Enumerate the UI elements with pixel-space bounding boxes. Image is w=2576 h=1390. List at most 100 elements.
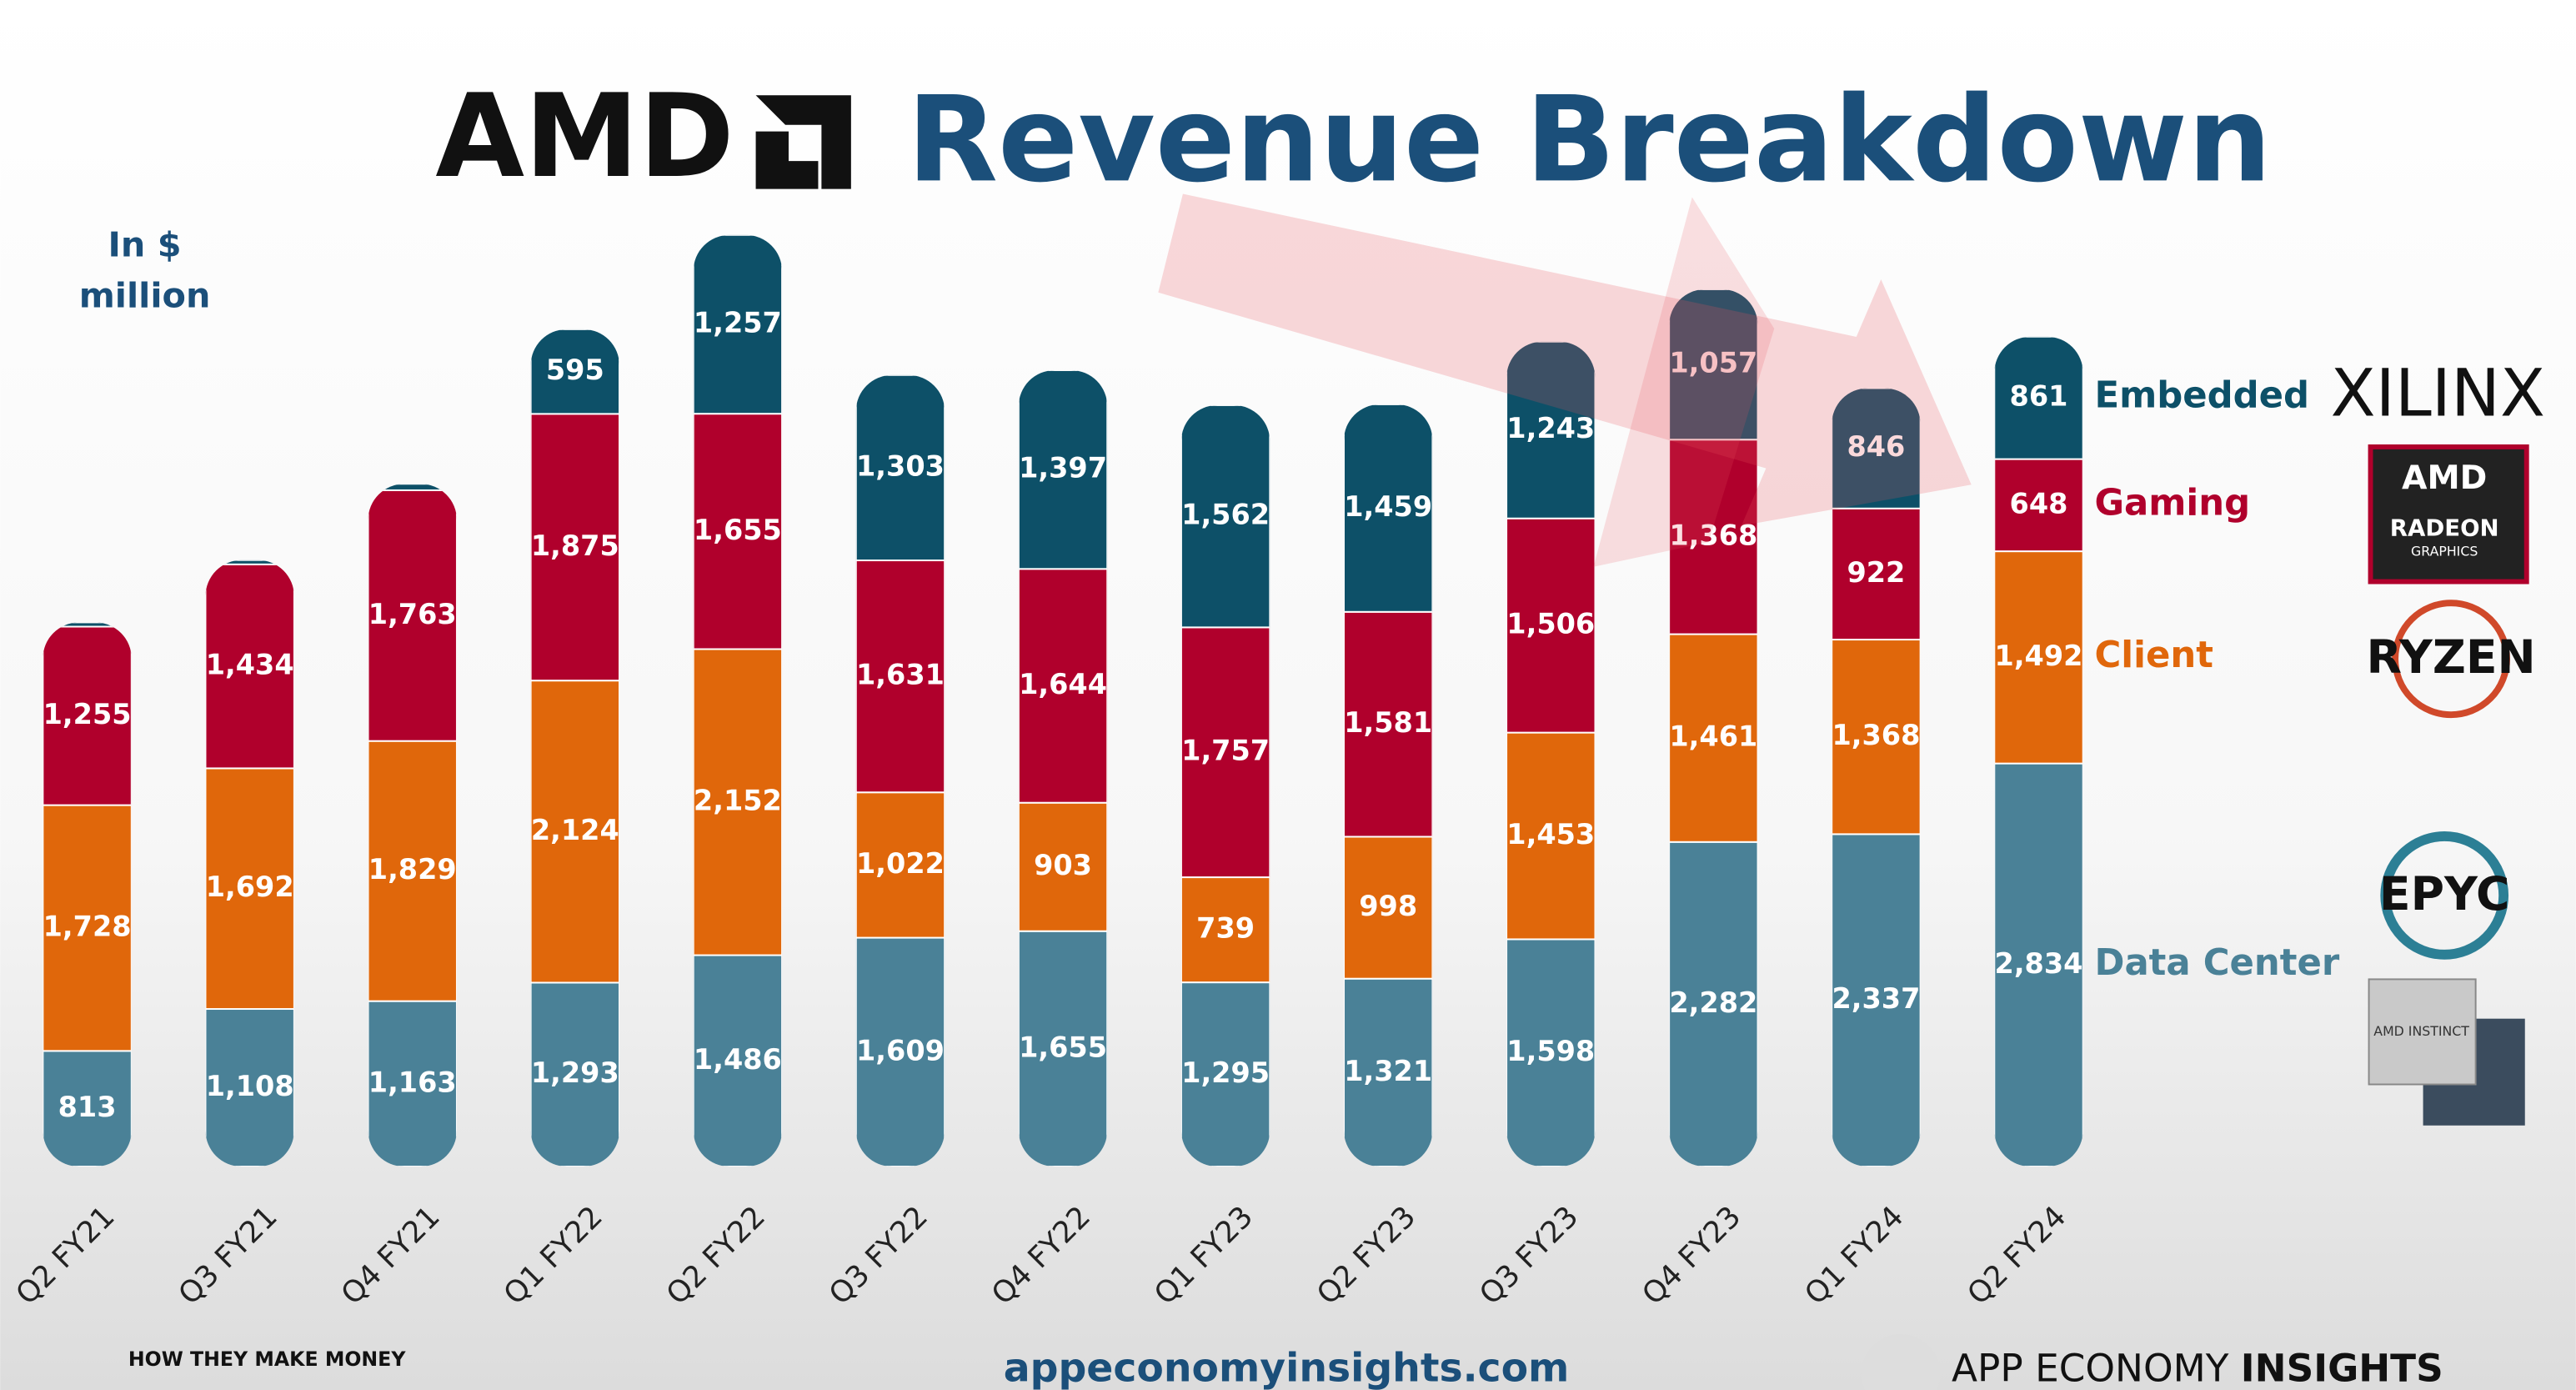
value-label: 1,303 — [856, 449, 945, 482]
bar-stack — [1669, 289, 1758, 1167]
legend-label: Gaming — [2094, 482, 2250, 524]
value-label: 1,655 — [694, 514, 782, 546]
legend-label: Embedded — [2094, 375, 2309, 417]
bar-segment — [530, 329, 620, 415]
bar-segment — [855, 374, 945, 562]
footer-right-bold: INSIGHTS — [2241, 1346, 2443, 1390]
bar-segment — [1669, 289, 1758, 441]
value-label: 1,486 — [694, 1043, 782, 1076]
value-label: 1,655 — [1019, 1031, 1107, 1063]
value-label: 1,492 — [1995, 640, 2083, 672]
bar-segment — [693, 648, 783, 956]
value-label: 861 — [2010, 380, 2068, 413]
value-label: 1,397 — [1019, 452, 1107, 484]
value-label: 846 — [1847, 430, 1905, 463]
bar-segment — [855, 936, 945, 1167]
value-label: 2,337 — [1832, 982, 1920, 1015]
bar-stack — [693, 234, 783, 1167]
value-label: 1,692 — [206, 871, 294, 903]
bar-stack — [1832, 388, 1921, 1167]
bar-stack — [1180, 404, 1270, 1167]
footer-icon — [1861, 1334, 1941, 1390]
brand: RADEON — [2390, 514, 2499, 541]
value-label: 1,609 — [856, 1034, 945, 1066]
legend-label: Client — [2094, 635, 2213, 676]
bar-stack — [1343, 404, 1433, 1167]
footer-left: HOW THEY MAKE MONEY — [128, 1347, 406, 1371]
value-label: 1,459 — [1344, 490, 1432, 523]
value-label: 1,257 — [694, 306, 782, 339]
bar-segment — [693, 234, 783, 415]
value-label: 1,598 — [1506, 1035, 1595, 1067]
bar-segment — [205, 1008, 294, 1167]
bar-segment — [1506, 341, 1596, 519]
title: Revenue Breakdown — [907, 71, 2272, 208]
value-label: 595 — [546, 354, 604, 386]
bar-segment — [368, 484, 457, 491]
value-label: 1,763 — [368, 598, 457, 630]
value-label: 1,461 — [1669, 720, 1757, 753]
bar-segment — [855, 791, 945, 939]
bar-segment — [1180, 981, 1270, 1167]
value-label: 922 — [1847, 556, 1905, 589]
bar-segment — [1506, 731, 1596, 941]
bar-segment — [368, 1000, 457, 1167]
bar-segment — [1018, 801, 1108, 932]
bar-segment — [1506, 517, 1596, 734]
bar-stack — [1994, 336, 2083, 1167]
value-label: 813 — [58, 1091, 117, 1123]
value-label: 1,368 — [1669, 519, 1757, 551]
value-label: 1,757 — [1181, 735, 1270, 767]
value-label: 2,282 — [1669, 986, 1757, 1019]
value-label: 1,293 — [531, 1056, 619, 1089]
value-label: 1,506 — [1506, 608, 1595, 640]
bar-segment — [1832, 507, 1921, 641]
value-label: 1,453 — [1506, 818, 1595, 851]
value-label: 998 — [1359, 890, 1417, 922]
brand-ring — [2380, 831, 2509, 960]
value-label: 2,834 — [1995, 947, 2083, 980]
value-label: 2,152 — [694, 785, 782, 817]
trend-arrow — [1158, 193, 1972, 526]
bar-segment — [1343, 404, 1433, 613]
value-label: 1,562 — [1181, 499, 1270, 531]
brand: RYZEN — [2366, 631, 2535, 685]
bar-segment — [1018, 568, 1108, 804]
value-label: 1,108 — [206, 1070, 294, 1102]
bar-segment — [530, 680, 620, 984]
logo: AMD — [435, 69, 734, 203]
value-label: 1,243 — [1506, 412, 1595, 444]
bar-segment — [1018, 369, 1108, 570]
brand: EPYC — [2379, 868, 2510, 921]
brand: AMD INSTINCT — [2373, 1023, 2469, 1039]
value-label: 739 — [1196, 912, 1255, 945]
bar-segment — [1832, 388, 1921, 509]
bar-stack — [1506, 341, 1596, 1167]
bar-segment — [1832, 833, 1921, 1167]
bar-segment — [205, 560, 294, 565]
value-label: 903 — [1034, 849, 1092, 881]
footer-center: appeconomyinsights.com — [1004, 1345, 1570, 1390]
value-label: 1,631 — [856, 659, 945, 691]
bar-segment — [1994, 336, 2083, 460]
value-label: 1,434 — [206, 649, 294, 681]
bar-segment — [693, 954, 783, 1167]
bar-stack — [205, 560, 294, 1167]
value-label: 2,124 — [531, 814, 619, 846]
chip — [2368, 978, 2477, 1086]
bar-segment — [1180, 404, 1270, 629]
bar-segment — [1343, 610, 1433, 838]
bar-stack — [855, 374, 945, 1167]
value-label: 1,368 — [1832, 719, 1920, 751]
bar-segment — [43, 804, 132, 1052]
trend-arrow — [1593, 197, 1775, 567]
bar-segment — [368, 489, 457, 742]
bar-segment — [1343, 977, 1433, 1167]
bar-segment — [205, 563, 294, 770]
footer-right-prefix: APP ECONOMY — [1952, 1346, 2229, 1390]
brand-ring — [2392, 600, 2511, 719]
bar-segment — [43, 1050, 132, 1167]
bar-segment — [205, 767, 294, 1011]
brand: AMD — [2402, 459, 2487, 497]
